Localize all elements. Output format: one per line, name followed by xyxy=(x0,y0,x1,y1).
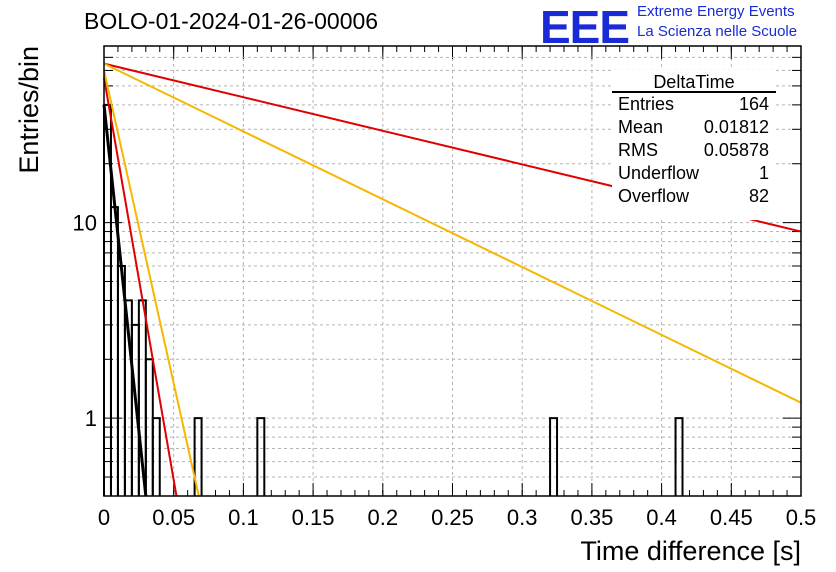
stats-label: Entries xyxy=(618,94,674,114)
chart-title: BOLO-01-2024-01-26-00006 xyxy=(84,8,379,34)
x-tick-label: 0 xyxy=(98,505,110,530)
stats-title: DeltaTime xyxy=(653,72,734,92)
x-tick-label: 0.3 xyxy=(507,505,538,530)
stats-value: 1 xyxy=(759,163,769,183)
histogram-bin xyxy=(193,417,203,496)
x-tick-label: 0.05 xyxy=(152,505,195,530)
x-tick-label: 0.2 xyxy=(368,505,399,530)
stats-value: 164 xyxy=(739,94,769,114)
eee-logo: EEE xyxy=(540,1,630,53)
stats-label: RMS xyxy=(618,140,658,160)
fit-line xyxy=(102,104,148,497)
fit-line xyxy=(103,62,802,404)
x-tick-label: 0.4 xyxy=(646,505,677,530)
histogram-bin xyxy=(549,417,559,496)
stats-label: Overflow xyxy=(618,186,690,206)
histogram-bin xyxy=(256,417,266,496)
logo-line-2: La Scienza nelle Scuole xyxy=(637,23,798,40)
x-tick-label: 0.35 xyxy=(570,505,613,530)
stats-value: 82 xyxy=(749,186,769,206)
x-tick-label: 0.1 xyxy=(228,505,259,530)
stats-label: Mean xyxy=(618,117,663,137)
fit-line xyxy=(103,77,178,497)
stats-value: 0.01812 xyxy=(704,117,769,137)
stats-value: 0.05878 xyxy=(704,140,769,160)
stats-label: Underflow xyxy=(618,163,700,183)
y-tick-label: 1 xyxy=(85,406,97,431)
x-tick-label: 0.45 xyxy=(710,505,753,530)
stats-box xyxy=(612,70,776,220)
plot-frame xyxy=(103,45,802,497)
histogram-bin xyxy=(674,417,684,496)
histogram-bin xyxy=(151,417,161,496)
fit-line xyxy=(103,70,200,497)
x-tick-label: 0.25 xyxy=(431,505,474,530)
x-axis-label: Time difference [s] xyxy=(580,536,801,566)
y-axis-label: Entries/bin xyxy=(14,46,44,174)
x-tick-label: 0.5 xyxy=(786,505,817,530)
x-tick-label: 0.15 xyxy=(292,505,335,530)
logo-line-1: Extreme Energy Events xyxy=(637,3,795,20)
y-tick-label: 10 xyxy=(73,211,97,236)
